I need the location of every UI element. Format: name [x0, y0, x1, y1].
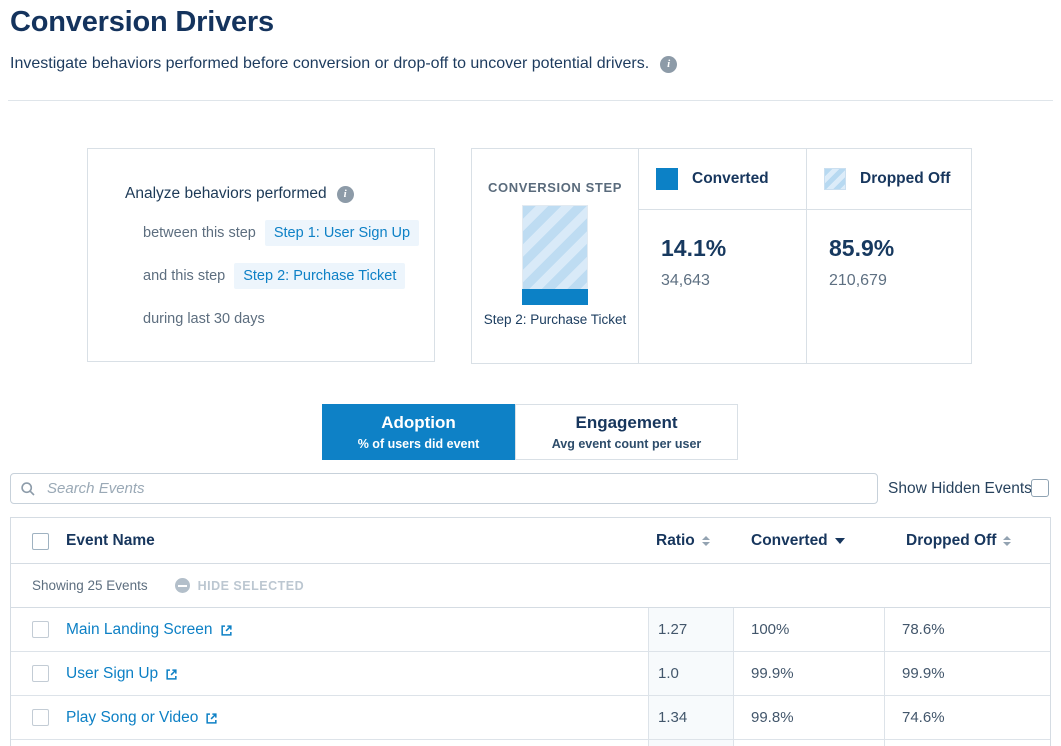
table-row-partial: [11, 740, 1050, 746]
page-subtitle-row: Investigate behaviors performed before c…: [10, 55, 678, 73]
column-header-dropped-off[interactable]: Dropped Off: [906, 518, 1012, 564]
and-step-label: and this step: [143, 267, 226, 284]
external-link-icon: [166, 668, 177, 680]
during-row: during last 30 days: [143, 305, 434, 332]
dropped-header: Dropped Off: [807, 149, 971, 210]
column-header-dropped-off-label: Dropped Off: [906, 532, 997, 549]
step2-chip[interactable]: Step 2: Purchase Ticket: [234, 262, 406, 289]
analyze-panel: Analyze behaviors performed i between th…: [87, 148, 435, 362]
header-divider: [8, 100, 1053, 101]
tab-adoption-title: Adoption: [381, 413, 456, 432]
table-row: User Sign Up 1.0 99.9% 99.9%: [11, 652, 1050, 696]
table-row: Play Song or Video 1.34 99.8% 74.6%: [11, 696, 1050, 740]
converted-header: Converted: [639, 149, 806, 210]
show-hidden-events-checkbox[interactable]: [1031, 479, 1049, 497]
minus-circle-icon: [174, 578, 190, 593]
sort-updown-icon[interactable]: [1003, 536, 1012, 546]
dropped-off-cell: 99.9%: [884, 652, 1050, 695]
table-summary-row: Showing 25 Events HIDE SELECTED: [11, 564, 1050, 608]
conversion-panel: CONVERSION STEP Step 2: Purchase Ticket …: [471, 148, 972, 364]
external-link-icon: [206, 712, 218, 724]
conversion-step-heading: CONVERSION STEP: [488, 180, 622, 195]
column-header-ratio-label: Ratio: [656, 532, 695, 549]
converted-cell: 99.8%: [751, 709, 794, 726]
page-title: Conversion Drivers: [10, 6, 274, 38]
converted-count: 34,643: [661, 272, 710, 289]
ratio-cell: 1.27: [648, 608, 734, 651]
page-subtitle: Investigate behaviors performed before c…: [10, 55, 650, 72]
info-icon[interactable]: i: [336, 185, 354, 203]
between-step-label: between this step: [143, 224, 256, 241]
dropped-percent: 85.9%: [829, 235, 895, 261]
events-table: Event Name Ratio Converted Dropped Off S…: [10, 517, 1051, 746]
info-icon[interactable]: i: [660, 55, 678, 73]
conversion-step-name: Step 2: Purchase Ticket: [483, 312, 627, 327]
converted-cell: 100%: [751, 621, 790, 638]
search-icon: [20, 481, 36, 502]
ratio-cell: 1.34: [648, 696, 734, 739]
hide-selected-button[interactable]: HIDE SELECTED: [197, 578, 305, 593]
conversion-step-cell: CONVERSION STEP Step 2: Purchase Ticket: [472, 149, 639, 363]
dropped-off-cell: [884, 740, 1050, 746]
select-all-checkbox[interactable]: [32, 533, 49, 550]
tab-adoption[interactable]: Adoption % of users did event: [322, 404, 515, 460]
step1-chip[interactable]: Step 1: User Sign Up: [264, 219, 420, 246]
tab-engagement[interactable]: Engagement Avg event count per user: [515, 404, 738, 460]
table-row: Main Landing Screen 1.27 100% 78.6%: [11, 608, 1050, 652]
row-checkbox[interactable]: [32, 621, 49, 638]
table-header-row: Event Name Ratio Converted Dropped Off: [11, 518, 1050, 564]
external-link-icon: [220, 624, 232, 636]
funnel-bar-converted: [522, 289, 588, 305]
showing-events-count: Showing 25 Events: [32, 578, 148, 593]
converted-cell: 99.9%: [751, 665, 794, 682]
dropped-stat-cell: Dropped Off 85.9% 210,679: [806, 149, 971, 363]
funnel-bar-dropped: [522, 205, 588, 305]
metric-tabs: Adoption % of users did event Engagement…: [322, 404, 738, 460]
ratio-cell: 1.0: [648, 652, 734, 695]
analyze-panel-rows: between this step Step 1: User Sign Up a…: [143, 219, 434, 332]
dropped-label: Dropped Off: [860, 170, 951, 187]
and-step-row: and this step Step 2: Purchase Ticket: [143, 262, 434, 289]
dropped-swatch-icon: [824, 168, 846, 190]
dropped-off-cell: 74.6%: [884, 696, 1050, 739]
converted-cell: [734, 740, 884, 746]
converted-percent: 14.1%: [661, 235, 727, 261]
converted-label: Converted: [692, 170, 769, 187]
event-name: Main Landing Screen: [66, 621, 213, 638]
search-input[interactable]: [10, 473, 878, 504]
converted-swatch-icon: [656, 168, 678, 190]
row-checkbox[interactable]: [32, 665, 49, 682]
analyze-panel-title-row: Analyze behaviors performed i: [125, 185, 434, 203]
analyze-panel-title: Analyze behaviors performed: [125, 185, 327, 202]
between-step-row: between this step Step 1: User Sign Up: [143, 219, 434, 246]
tab-engagement-title: Engagement: [575, 413, 678, 432]
tab-engagement-subtitle: Avg event count per user: [551, 437, 702, 451]
ratio-cell: [648, 740, 734, 746]
dropped-off-cell: 78.6%: [884, 608, 1050, 651]
column-header-converted[interactable]: Converted: [751, 518, 845, 564]
column-header-converted-label: Converted: [751, 532, 828, 549]
event-name: Play Song or Video: [66, 709, 199, 726]
event-link[interactable]: User Sign Up: [66, 652, 178, 696]
event-link[interactable]: Play Song or Video: [66, 696, 218, 740]
tab-adoption-subtitle: % of users did event: [357, 437, 480, 451]
converted-stat-cell: Converted 14.1% 34,643: [639, 149, 806, 363]
show-hidden-events-label: Show Hidden Events: [888, 480, 1032, 497]
event-link[interactable]: Main Landing Screen: [66, 608, 233, 652]
dropped-count: 210,679: [829, 272, 887, 289]
column-header-event-name[interactable]: Event Name: [66, 532, 155, 549]
event-name: User Sign Up: [66, 665, 159, 682]
sort-desc-icon[interactable]: [834, 538, 845, 544]
row-checkbox[interactable]: [32, 709, 49, 726]
during-label: during last 30 days: [143, 310, 265, 327]
column-header-ratio[interactable]: Ratio: [656, 518, 710, 564]
sort-updown-icon[interactable]: [701, 536, 710, 546]
